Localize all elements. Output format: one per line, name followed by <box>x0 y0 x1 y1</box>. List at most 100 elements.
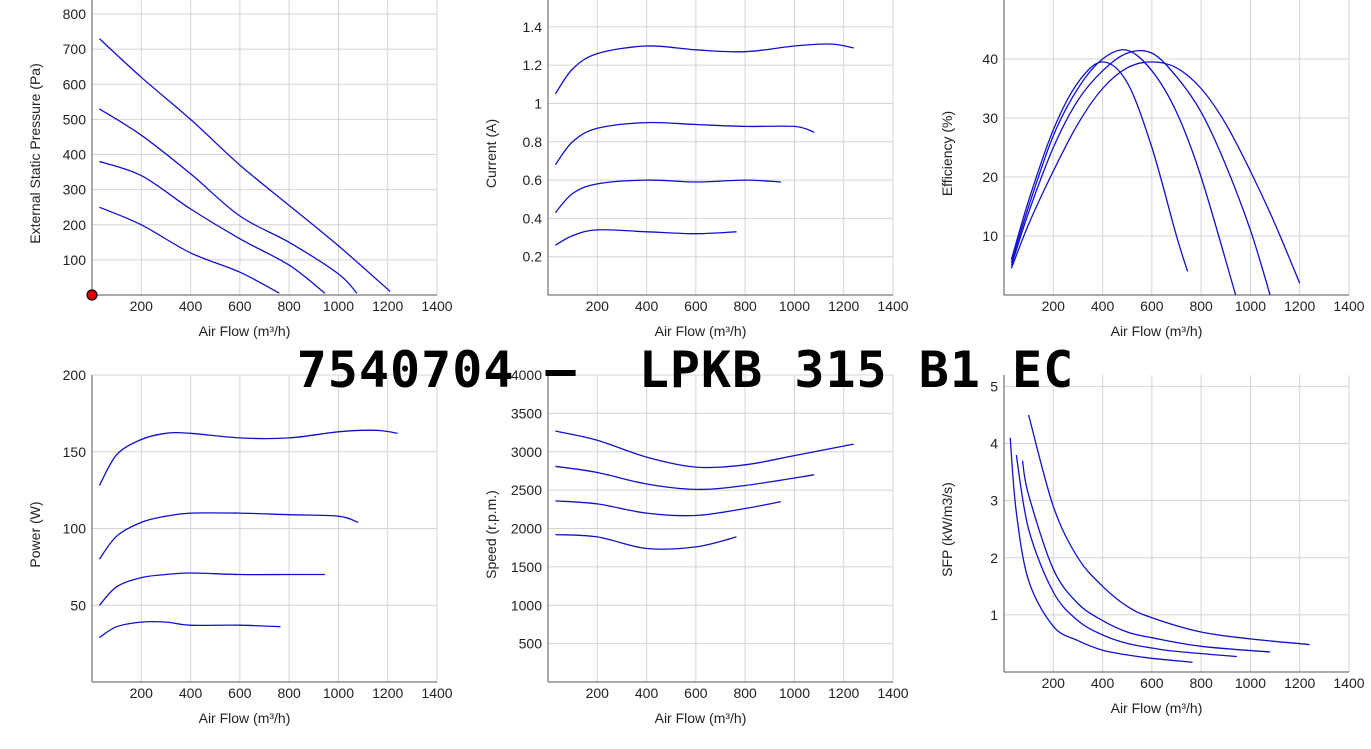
y-tick-label: 2000 <box>511 521 542 537</box>
x-tick-label: 1400 <box>421 685 452 701</box>
x-axis-label: Air Flow (m³/h) <box>655 710 747 726</box>
y-tick-label: 0.2 <box>523 249 543 265</box>
y-tick-label: 3500 <box>511 405 542 421</box>
y-tick-label: 1 <box>990 607 998 623</box>
x-tick-label: 200 <box>1042 298 1066 314</box>
x-tick-label: 600 <box>1140 675 1164 691</box>
x-tick-label: 200 <box>1042 675 1066 691</box>
x-tick-label: 1200 <box>1284 298 1315 314</box>
series-line-3 <box>554 179 781 214</box>
x-tick-label: 400 <box>635 298 659 314</box>
x-axis-label: Air Flow (m³/h) <box>655 323 747 339</box>
x-tick-label: 800 <box>733 685 757 701</box>
x-tick-label: 1200 <box>372 298 403 314</box>
y-tick-label: 150 <box>63 444 87 460</box>
x-tick-label: 400 <box>635 685 659 701</box>
x-axis-label: Air Flow (m³/h) <box>199 710 291 726</box>
series-line-3 <box>99 160 326 294</box>
y-axis-label: Current (A) <box>483 119 499 188</box>
x-tick-label: 600 <box>228 298 252 314</box>
series-line-4 <box>1010 61 1301 284</box>
x-tick-label: 600 <box>1140 298 1164 314</box>
x-tick-label: 1000 <box>323 685 354 701</box>
series-line-1 <box>1009 437 1193 663</box>
y-axis-label: Speed (r.p.m.) <box>483 490 499 579</box>
series-line-4 <box>555 533 737 550</box>
y-axis-label: External Static Pressure (Pa) <box>27 63 43 244</box>
y-axis-label: Efficiency (%) <box>939 111 955 196</box>
x-axis-label: Air Flow (m³/h) <box>1111 700 1203 716</box>
y-tick-label: 40 <box>982 51 998 67</box>
y-tick-label: 300 <box>63 182 87 198</box>
y-tick-label: 50 <box>70 597 86 613</box>
x-tick-label: 1400 <box>1333 298 1364 314</box>
chart-efficiency: 200 400 600 800 1000 1200 1400 10 20 30 40 Air Flow… <box>939 0 1365 339</box>
chart-sfp: 200 400 600 800 1000 1200 1400 1 2 3 4 5 Air Flow (m… <box>939 375 1365 716</box>
x-tick-label: 800 <box>1189 298 1213 314</box>
x-tick-label: 1400 <box>421 298 452 314</box>
y-tick-label: 3 <box>990 493 998 509</box>
y-axis-label: Power (W) <box>27 501 43 567</box>
series-line-3 <box>555 500 782 517</box>
series-line-2 <box>1015 454 1237 658</box>
series-line-3 <box>1010 49 1271 295</box>
y-tick-label: 4 <box>990 436 998 452</box>
y-tick-label: 1 <box>534 95 542 111</box>
y-tick-label: 3000 <box>511 444 542 460</box>
x-tick-label: 400 <box>1091 675 1115 691</box>
x-axis-label: Air Flow (m³/h) <box>1111 323 1203 339</box>
series-line-1 <box>98 429 398 486</box>
x-tick-label: 800 <box>1189 675 1213 691</box>
y-tick-label: 5 <box>990 378 998 394</box>
x-tick-label: 1200 <box>828 685 859 701</box>
y-tick-label: 1.4 <box>523 19 543 35</box>
x-axis-label: Air Flow (m³/h) <box>199 323 291 339</box>
x-tick-label: 1000 <box>323 298 354 314</box>
x-tick-label: 400 <box>179 685 203 701</box>
x-tick-label: 600 <box>684 298 708 314</box>
y-tick-label: 30 <box>982 110 998 126</box>
y-tick-label: 600 <box>63 76 87 92</box>
x-tick-label: 600 <box>684 685 708 701</box>
series-line-2 <box>555 465 815 491</box>
chart-power: 200 400 600 800 1000 1200 1400 50 100 150 200 Air F… <box>27 367 453 726</box>
chart-pressure: 200 400 600 800 1000 1200 1400 100 200 300 400 500 6… <box>27 0 453 339</box>
y-tick-label: 200 <box>63 367 87 383</box>
y-tick-label: 1000 <box>511 597 542 613</box>
series-line-4 <box>99 206 280 294</box>
y-tick-label: 500 <box>519 636 543 652</box>
series-line-4 <box>99 621 281 639</box>
x-tick-label: 800 <box>277 298 301 314</box>
series-line-3 <box>98 572 325 606</box>
y-tick-label: 1500 <box>511 559 542 575</box>
x-tick-label: 600 <box>228 685 252 701</box>
y-tick-label: 400 <box>63 147 87 163</box>
chart-speed: 200 400 600 800 1000 1200 1400 500 1000 1500 2000 2… <box>483 367 909 726</box>
x-tick-label: 400 <box>1091 298 1115 314</box>
series-line-1 <box>98 38 391 292</box>
y-tick-label: 100 <box>63 252 87 268</box>
x-tick-label: 400 <box>179 298 203 314</box>
series-line-1 <box>555 430 854 469</box>
x-tick-label: 1000 <box>779 298 810 314</box>
y-tick-label: 2 <box>990 550 998 566</box>
y-tick-label: 0.8 <box>523 134 543 150</box>
x-tick-label: 200 <box>586 685 610 701</box>
series-line-2 <box>554 121 815 166</box>
y-tick-label: 200 <box>63 217 87 233</box>
y-tick-label: 0.6 <box>523 172 543 188</box>
x-tick-label: 1400 <box>877 298 908 314</box>
x-tick-label: 1200 <box>1284 675 1315 691</box>
series-line-4 <box>1027 414 1310 646</box>
y-tick-label: 20 <box>982 169 998 185</box>
y-tick-label: 100 <box>63 521 87 537</box>
x-tick-label: 200 <box>130 298 154 314</box>
series-line-2 <box>99 108 358 294</box>
x-tick-label: 200 <box>586 298 610 314</box>
y-tick-label: 10 <box>982 228 998 244</box>
x-tick-label: 1400 <box>1333 675 1364 691</box>
y-tick-label: 2500 <box>511 482 542 498</box>
x-tick-label: 200 <box>130 685 154 701</box>
series-line-1 <box>554 43 854 95</box>
